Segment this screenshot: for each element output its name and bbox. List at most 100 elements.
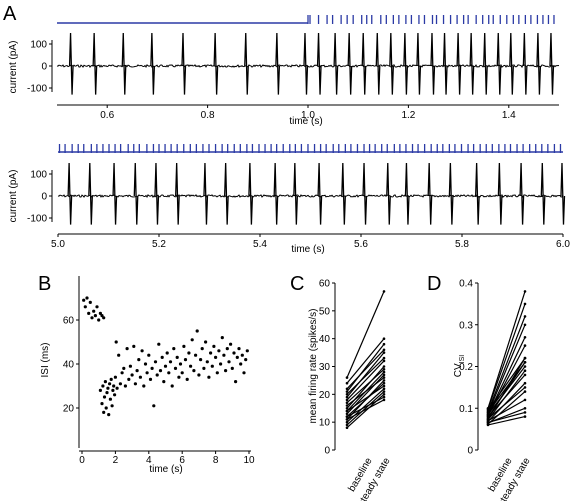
isi-point bbox=[103, 380, 107, 384]
isi-point bbox=[242, 371, 246, 375]
isi-point bbox=[185, 377, 189, 381]
isi-point bbox=[114, 340, 118, 344]
panel-letter-a: A bbox=[3, 3, 17, 25]
isi-point bbox=[232, 351, 236, 355]
y-tick-label: 100 bbox=[30, 170, 47, 181]
y-tick-label: 0 bbox=[467, 446, 473, 457]
pair-point-steady bbox=[382, 381, 386, 385]
y-axis-label-bottom: current (pA) bbox=[8, 170, 19, 223]
isi-point bbox=[245, 349, 249, 353]
pair-point-steady bbox=[523, 290, 527, 293]
pair-line bbox=[487, 411, 526, 423]
spike bbox=[469, 32, 475, 95]
isi-point bbox=[212, 344, 216, 348]
isi-point bbox=[227, 360, 231, 364]
isi-point bbox=[240, 353, 244, 357]
pair-point-steady bbox=[523, 302, 527, 306]
isi-point bbox=[172, 347, 176, 351]
x-tick-label: 6 bbox=[179, 455, 185, 466]
spike bbox=[456, 32, 462, 95]
pair-point-baseline bbox=[345, 398, 349, 402]
x-tick-label: 0.6 bbox=[100, 110, 114, 121]
pair-line bbox=[487, 357, 526, 420]
isi-point bbox=[234, 380, 238, 384]
pair-point-baseline bbox=[486, 417, 490, 421]
spike bbox=[536, 32, 542, 95]
isi-point bbox=[194, 353, 198, 357]
spike bbox=[519, 162, 525, 225]
isi-point bbox=[112, 384, 116, 388]
isi-point bbox=[115, 386, 119, 390]
pair-point-steady bbox=[382, 390, 386, 393]
pair-point-steady bbox=[523, 336, 527, 339]
x-tick-label: 5.8 bbox=[455, 239, 469, 250]
isi-point bbox=[109, 377, 113, 381]
current-trace-bottom bbox=[57, 162, 566, 225]
isi-point bbox=[108, 382, 112, 386]
pair-point-steady bbox=[382, 337, 386, 341]
isi-point bbox=[90, 316, 94, 320]
pair-line bbox=[487, 370, 526, 421]
isi-y-axis: 20 40 60 bbox=[63, 276, 80, 448]
pair-point-steady bbox=[523, 386, 527, 389]
isi-point bbox=[147, 353, 151, 357]
isi-point bbox=[120, 371, 124, 375]
isi-point bbox=[142, 384, 146, 388]
pair-line bbox=[346, 291, 385, 378]
x-tick-label: 2 bbox=[113, 455, 119, 466]
isi-point bbox=[178, 362, 183, 366]
pair-line bbox=[346, 382, 385, 418]
spike bbox=[474, 162, 480, 225]
spike bbox=[154, 162, 160, 225]
x-tick-label: 8 bbox=[213, 455, 219, 466]
isi-point bbox=[110, 404, 114, 408]
pair-point-steady bbox=[382, 387, 386, 391]
y-tick-label: 40 bbox=[63, 360, 75, 371]
spike bbox=[427, 162, 433, 225]
y-axis-top: 100 0 -100 bbox=[27, 40, 53, 95]
isi-point bbox=[102, 395, 107, 399]
panel-a-top-plot: 100 0 -100 0.6 0.8 1.0 1.2 1.4 current (pA) ti… bbox=[8, 15, 560, 127]
isi-point bbox=[135, 369, 139, 373]
pair-point-baseline bbox=[345, 407, 349, 410]
spike bbox=[404, 162, 410, 225]
stimulus-raster-bottom bbox=[58, 144, 563, 153]
pair-line bbox=[487, 291, 526, 409]
isi-point bbox=[100, 402, 104, 406]
pair-point-steady bbox=[523, 369, 527, 373]
x-tick-label: 5.2 bbox=[152, 239, 166, 250]
x-tick-label: 1.0 bbox=[301, 110, 315, 121]
panel-letter-c: C bbox=[290, 273, 304, 295]
pair-point-steady bbox=[382, 356, 386, 360]
y-tick-label: 100 bbox=[30, 40, 47, 51]
isi-point bbox=[118, 382, 122, 386]
spike bbox=[92, 32, 98, 95]
isi-point bbox=[197, 373, 201, 377]
panel-letter-b: B bbox=[38, 273, 51, 295]
y-tick-label: 0.4 bbox=[459, 279, 473, 290]
isi-point bbox=[175, 355, 179, 359]
spike bbox=[224, 162, 229, 225]
pair-point-baseline bbox=[345, 387, 349, 391]
isi-point bbox=[143, 362, 148, 366]
isi-point bbox=[190, 338, 194, 342]
isi-point bbox=[113, 393, 117, 397]
pair-point-baseline bbox=[345, 415, 349, 418]
pair-point-steady bbox=[523, 344, 527, 347]
isi-point bbox=[150, 366, 154, 370]
y-tick-label: -100 bbox=[27, 214, 47, 225]
pair-line bbox=[346, 385, 385, 412]
panel-letter-d: D bbox=[427, 273, 441, 295]
isi-point bbox=[200, 347, 204, 351]
isi-point bbox=[113, 375, 117, 379]
pair-point-steady bbox=[382, 373, 386, 377]
spike bbox=[540, 162, 546, 225]
isi-point bbox=[192, 369, 196, 373]
x-axis-label-bottom: time (s) bbox=[291, 244, 324, 255]
y-tick-label: 50 bbox=[319, 306, 331, 317]
pair-point-steady bbox=[523, 407, 527, 410]
isi-point bbox=[105, 391, 109, 395]
pair-point-steady bbox=[523, 390, 527, 393]
pair-point-baseline bbox=[345, 423, 349, 427]
